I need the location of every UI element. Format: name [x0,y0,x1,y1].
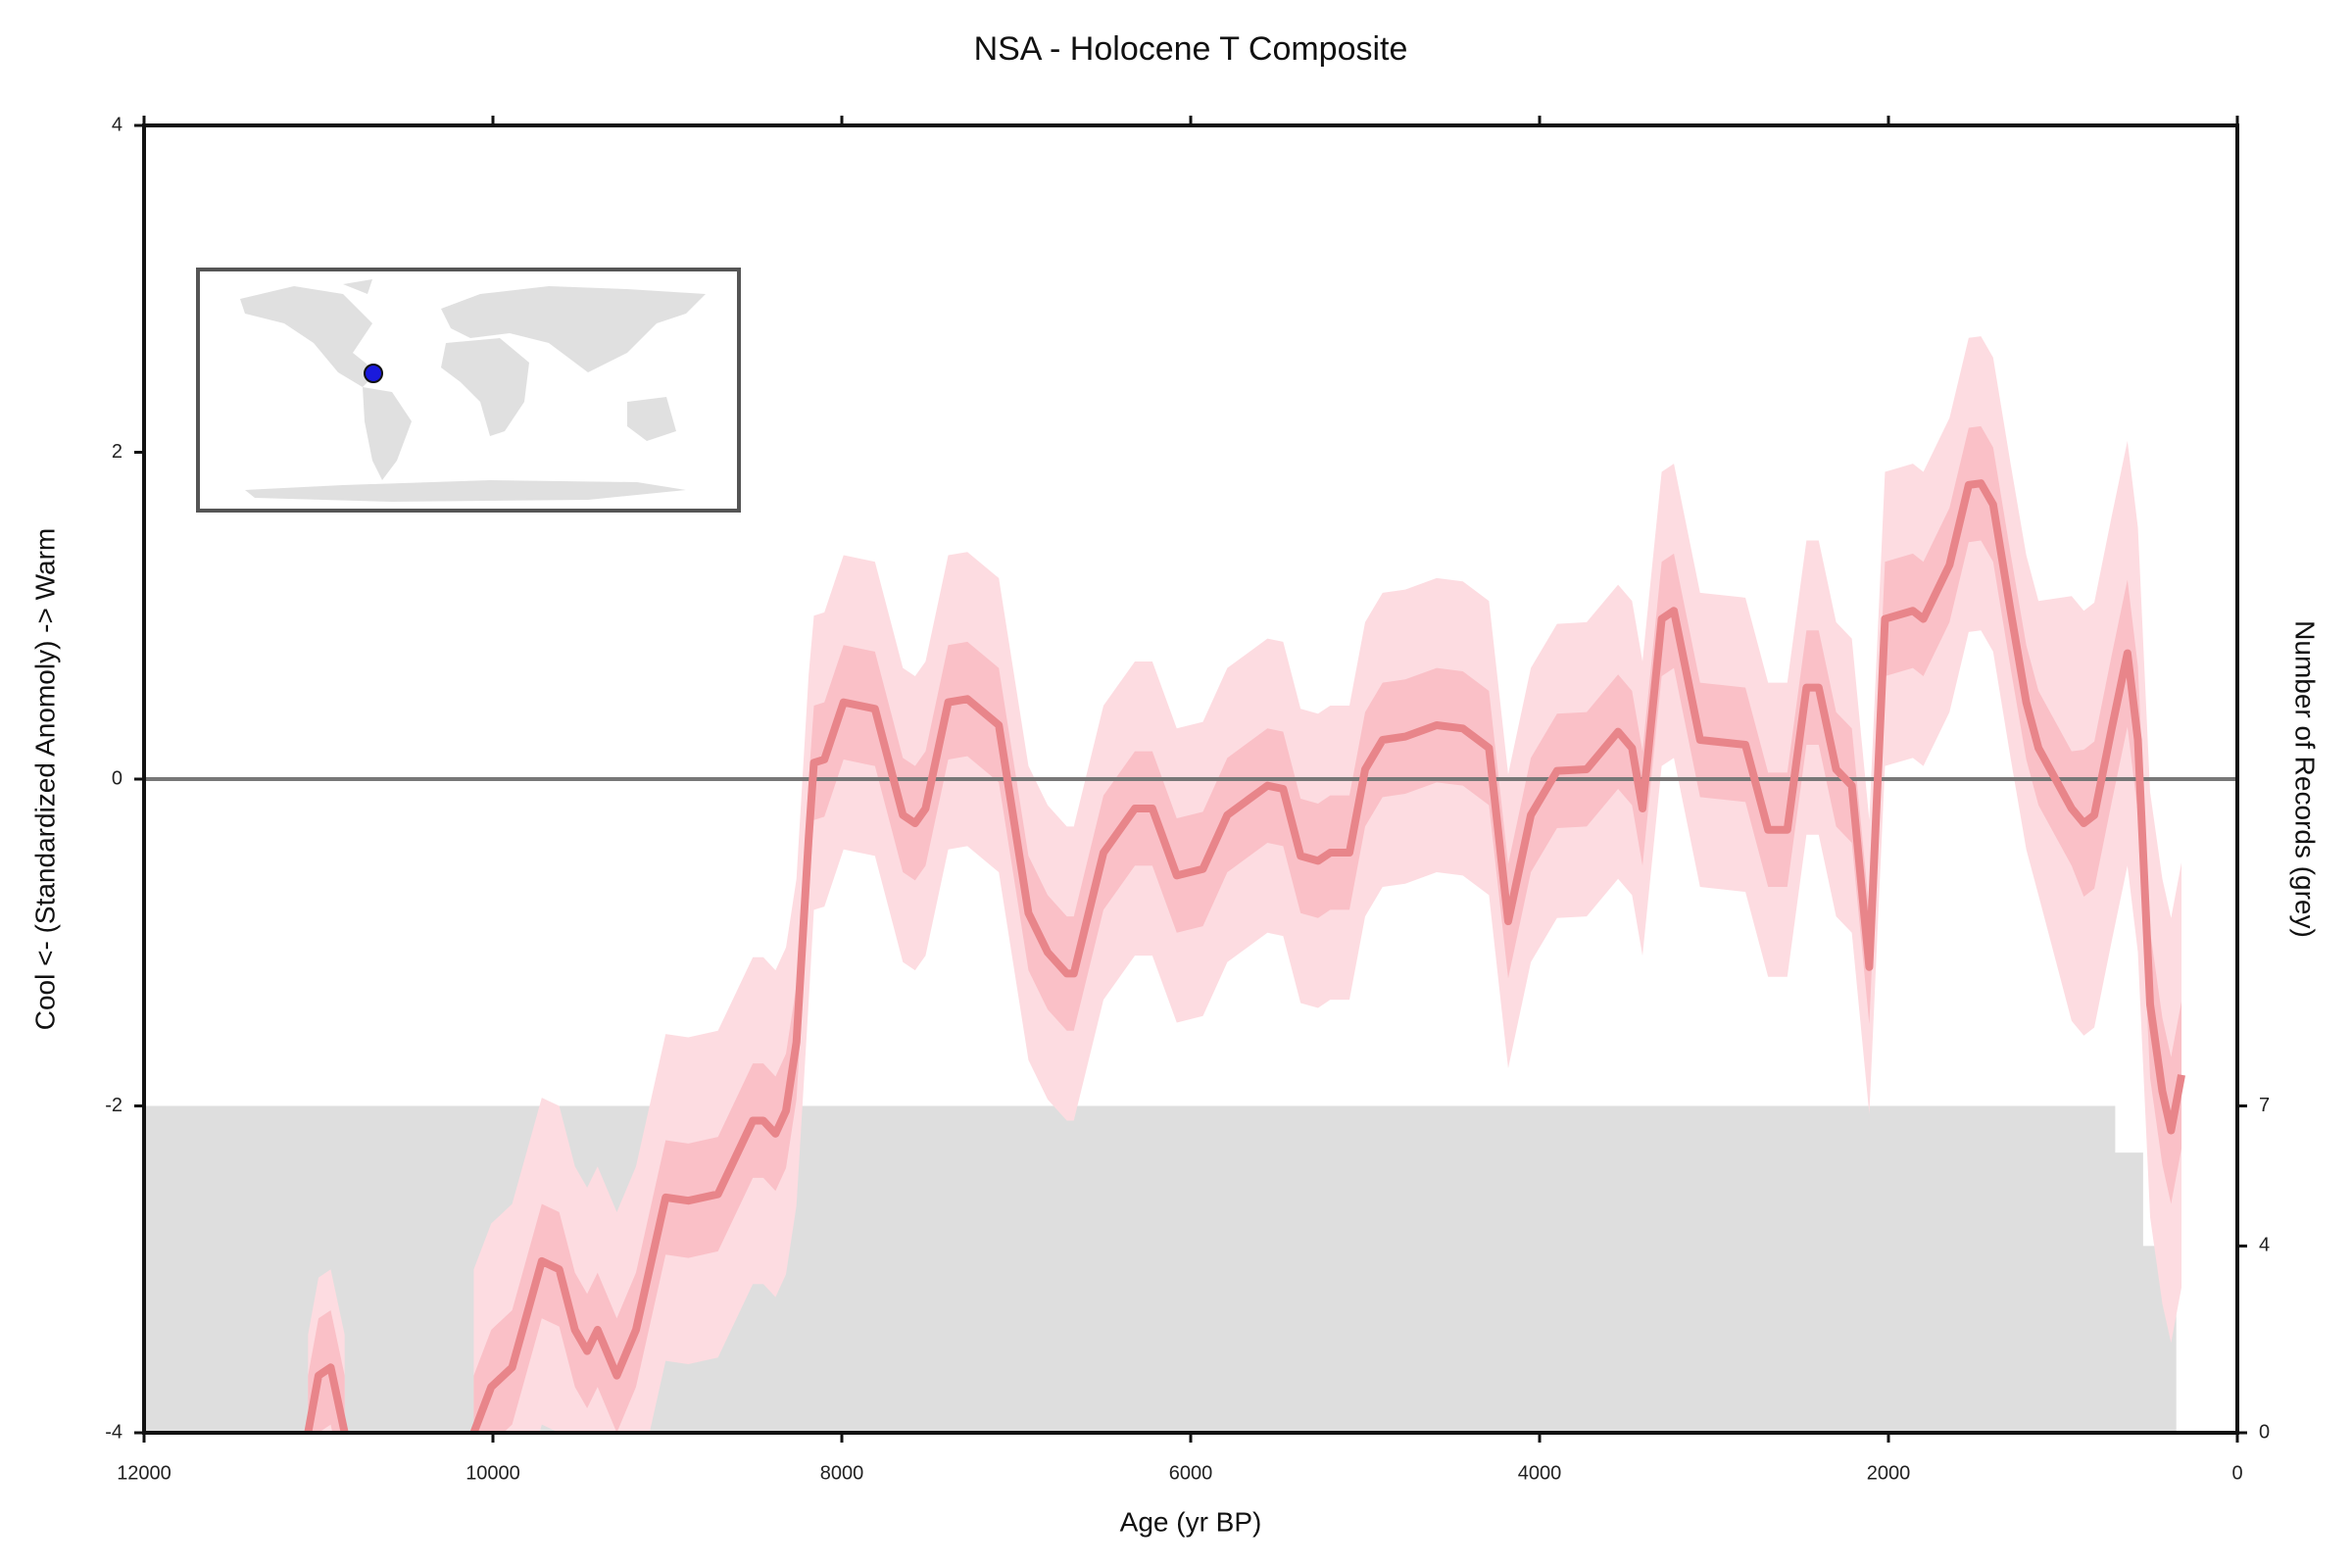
site-marker [364,364,383,383]
x-tick-label: 6000 [1169,1462,1213,1484]
x-tick-label: 2000 [1867,1462,1911,1484]
chart-title: NSA - Holocene T Composite [974,30,1408,68]
x-tick-label: 10000 [466,1462,520,1484]
continents [240,279,706,502]
x-tick-label: 0 [2231,1462,2242,1484]
y-tick-label: -2 [105,1095,122,1116]
x-tick-label: 8000 [820,1462,864,1484]
y2-tick-label: 0 [2259,1421,2270,1443]
inset-map [196,268,741,513]
inner-band [473,425,2182,1433]
x-tick-label: 12000 [117,1462,172,1484]
x-tick-label: 4000 [1518,1462,1562,1484]
y-tick-label: 2 [112,441,122,463]
composite-line [304,479,2185,1433]
y-tick-label: -4 [105,1421,122,1443]
y2-tick-label: 4 [2259,1235,2270,1256]
y-tick-label: 4 [112,114,122,135]
y-tick-label: 0 [112,767,122,789]
y2-axis-label: Number of Records (grey) [2290,620,2321,938]
y2-tick-label: 7 [2259,1095,2270,1116]
lines-layer [144,479,2237,1433]
x-axis-label: Age (yr BP) [1120,1506,1262,1537]
records-layer [144,1105,2237,1433]
records-area [144,1105,2237,1433]
y-axis-label: Cool <- (Standardized Anomoly) -> Warm [29,528,60,1031]
